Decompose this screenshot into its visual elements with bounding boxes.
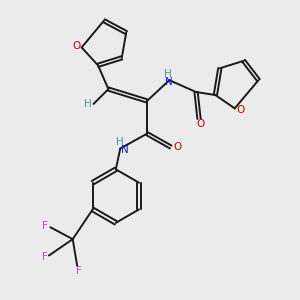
Text: F: F — [76, 266, 82, 276]
Text: F: F — [41, 252, 47, 262]
Text: H: H — [84, 99, 92, 109]
Text: H: H — [164, 69, 172, 79]
Text: O: O — [236, 105, 245, 115]
Text: O: O — [72, 41, 80, 51]
Text: O: O — [173, 142, 182, 152]
Text: H: H — [116, 137, 124, 147]
Text: F: F — [42, 221, 48, 231]
Text: O: O — [196, 119, 205, 129]
Text: N: N — [165, 76, 173, 87]
Text: N: N — [121, 145, 129, 155]
